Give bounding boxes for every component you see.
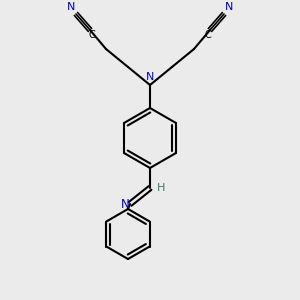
Text: N: N [121,199,129,212]
Text: C: C [88,30,95,40]
Text: N: N [146,72,154,82]
Text: N: N [67,2,75,12]
Text: H: H [157,183,165,193]
Text: N: N [225,2,233,12]
Text: C: C [205,30,212,40]
